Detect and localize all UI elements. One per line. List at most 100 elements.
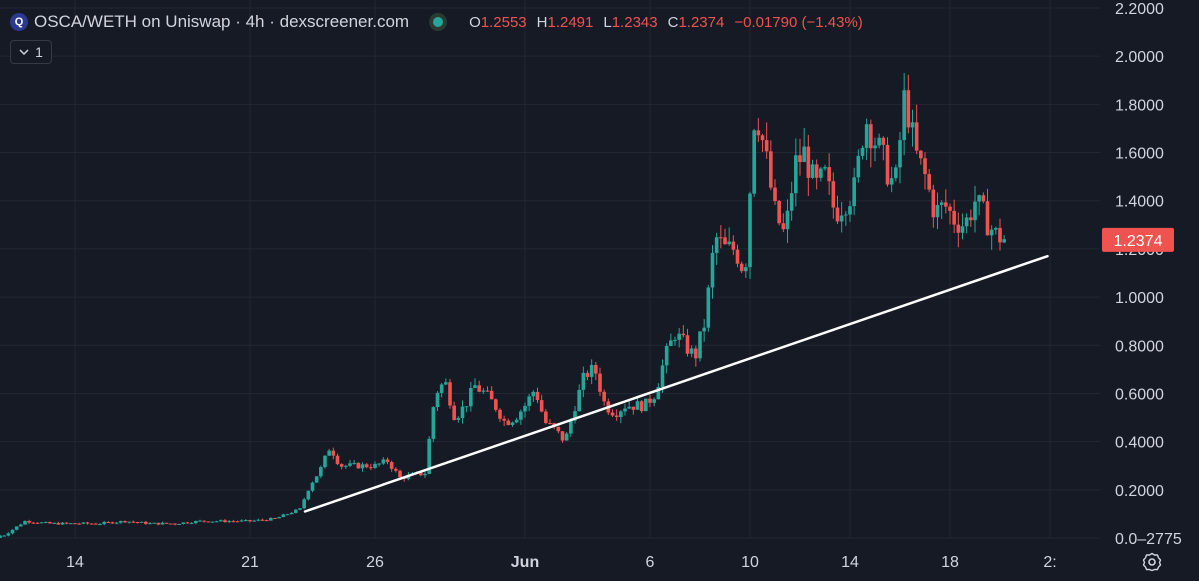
candle (252, 519, 256, 522)
candle-body (344, 465, 348, 467)
candle-body (89, 523, 94, 525)
candle (969, 209, 973, 227)
candle (760, 133, 765, 153)
candle-body (81, 522, 86, 524)
candle-body (752, 130, 756, 194)
y-tick-label: 1.8000 (1115, 97, 1164, 114)
candle-body (835, 207, 840, 222)
candle-body (481, 390, 486, 392)
candle (377, 463, 381, 467)
last-price-tag-bg (1102, 227, 1174, 252)
candle (289, 511, 294, 515)
candle (510, 421, 515, 427)
candle (881, 136, 886, 161)
trendline-segment (303, 254, 1049, 513)
candle-body (694, 348, 698, 359)
candle-body (60, 522, 65, 525)
y-tick-label: 0.2000 (1115, 483, 1164, 500)
candle (106, 521, 111, 524)
candle (823, 164, 827, 171)
candle (123, 520, 127, 524)
candle-body (219, 520, 223, 522)
candle (514, 417, 519, 424)
candle-body (910, 122, 915, 128)
time-axis: 14 21 26 Jun 6 10 14 18 2: (66, 554, 1057, 571)
candle-body (589, 365, 594, 377)
y-tick-label: 1.4000 (1115, 194, 1164, 211)
candle-body (423, 473, 427, 476)
candle-body (956, 224, 961, 233)
candle-body (852, 177, 856, 207)
candles (0, 72, 1006, 538)
candle-body (110, 522, 115, 524)
candle-body (619, 411, 623, 418)
x-tick-label: 2: (1043, 554, 1056, 571)
candle (327, 448, 331, 456)
candle-body (369, 467, 373, 469)
candle-body (177, 523, 181, 525)
candle-body (169, 523, 173, 525)
candle (548, 419, 552, 425)
candle (277, 516, 281, 519)
candle-body (539, 400, 544, 412)
candle (756, 118, 761, 143)
candle (381, 457, 386, 465)
change-value: −0.01790 (−1.43%) (734, 13, 863, 31)
candle (939, 200, 944, 219)
candle-body (535, 391, 540, 401)
chart-settings-button[interactable] (1140, 550, 1164, 574)
candle-body (985, 201, 990, 236)
candle (194, 520, 198, 525)
candle-body (806, 146, 811, 178)
candle-body (969, 217, 973, 221)
candle (39, 521, 44, 524)
candle (231, 519, 236, 523)
candle (748, 191, 752, 279)
candle (360, 462, 365, 472)
candle (439, 382, 444, 398)
candle (210, 521, 215, 523)
close-value: 1.2374 (678, 13, 725, 31)
candle (602, 389, 606, 406)
candle (810, 159, 815, 179)
candle-body (123, 520, 127, 523)
candle-body (356, 462, 361, 469)
candle (889, 166, 894, 193)
y-tick-label: 1.6000 (1115, 146, 1164, 163)
candle (31, 522, 36, 525)
candle-body (556, 426, 561, 432)
candle-body (452, 405, 456, 420)
candle (60, 522, 65, 525)
indicator-toggle-button[interactable]: 1 (10, 40, 52, 64)
candle (98, 523, 102, 526)
candle-body (6, 533, 11, 536)
candle (739, 261, 744, 274)
candle (431, 406, 436, 442)
candle (269, 517, 273, 521)
candle-body (756, 130, 761, 136)
candle (789, 181, 794, 221)
candle-body (373, 463, 377, 468)
candle (848, 200, 852, 222)
candle-body (119, 520, 123, 523)
candle-body (623, 408, 627, 412)
candle (264, 519, 269, 522)
candle (164, 522, 169, 524)
candle (506, 418, 511, 426)
y-tick-label: 0.8000 (1115, 338, 1164, 355)
y-tick-label: 0.4000 (1115, 435, 1164, 452)
candle (469, 381, 473, 412)
candle (727, 227, 731, 246)
candle (973, 185, 977, 233)
candle-body (981, 195, 986, 202)
candle (144, 520, 148, 525)
candle (344, 464, 348, 469)
candle (181, 522, 186, 525)
candle-body (64, 522, 69, 524)
candle-body (48, 522, 52, 524)
candle-body (73, 523, 77, 525)
candle-body (685, 335, 690, 354)
candle-body (56, 522, 61, 525)
candle-body (602, 391, 606, 402)
